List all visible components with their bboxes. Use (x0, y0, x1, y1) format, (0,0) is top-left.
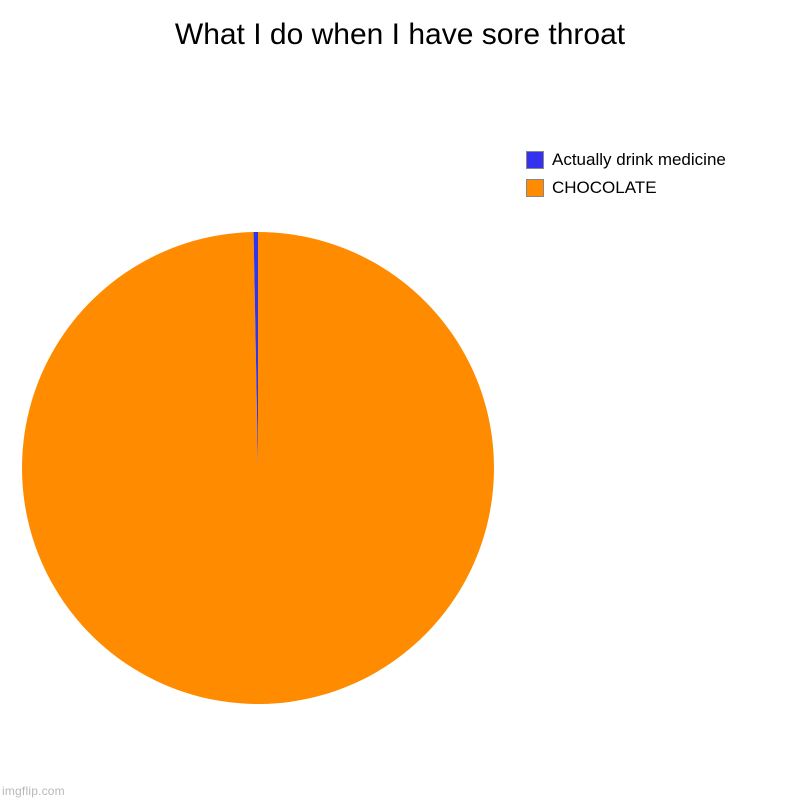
legend-item: CHOCOLATE (526, 178, 726, 198)
chart-canvas: What I do when I have sore throat Actual… (0, 0, 800, 800)
legend: Actually drink medicine CHOCOLATE (526, 150, 726, 206)
legend-label: CHOCOLATE (552, 178, 657, 198)
legend-swatch-icon (526, 179, 544, 197)
pie-slice (22, 232, 494, 704)
watermark: imgflip.com (2, 784, 65, 798)
pie-chart (0, 0, 800, 800)
legend-swatch-icon (526, 151, 544, 169)
legend-label: Actually drink medicine (552, 150, 726, 170)
legend-item: Actually drink medicine (526, 150, 726, 170)
